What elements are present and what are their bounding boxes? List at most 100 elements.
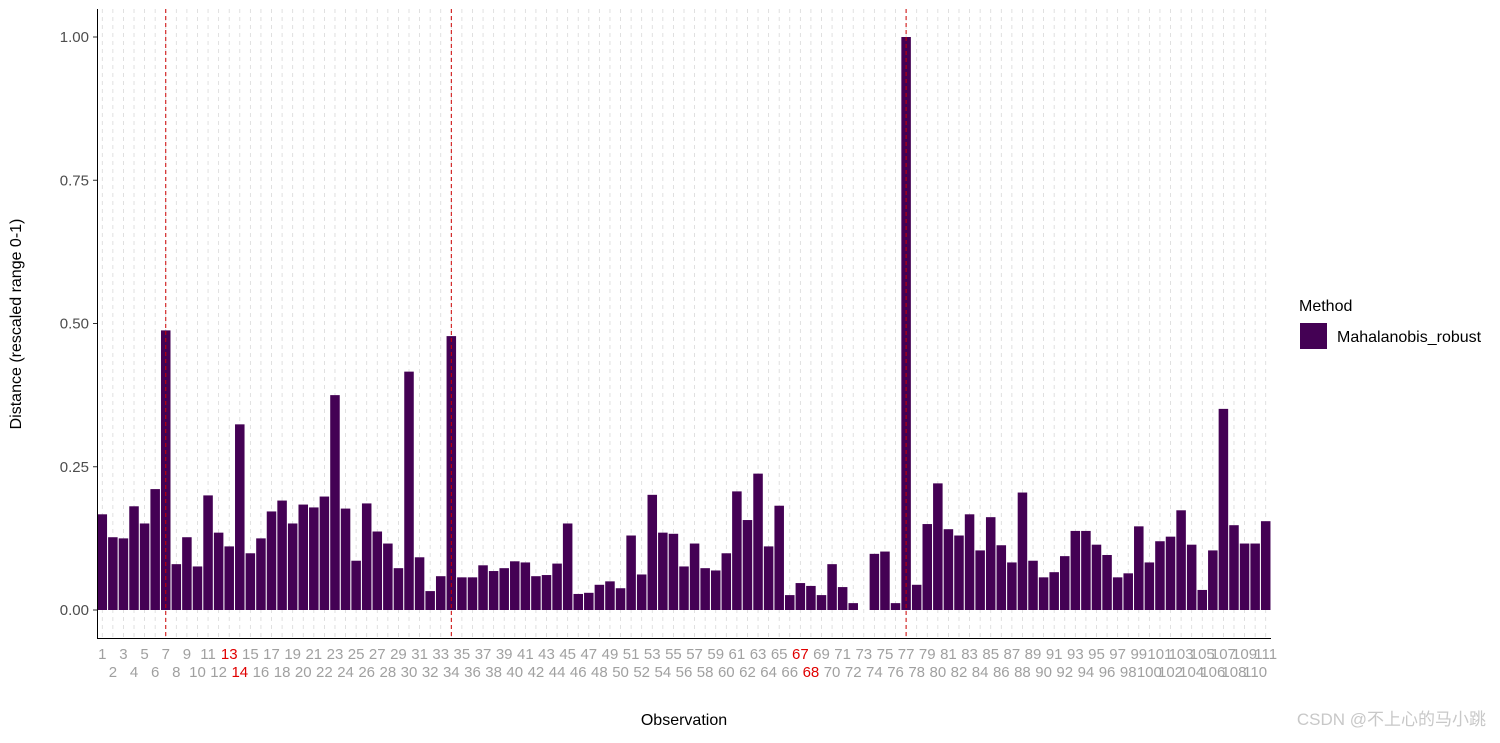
x-tick-label: 44 bbox=[549, 664, 566, 681]
bar-obs-99 bbox=[1134, 526, 1144, 610]
bar-obs-70 bbox=[827, 564, 837, 610]
bar-obs-68 bbox=[806, 585, 816, 610]
x-tick-label: 20 bbox=[295, 664, 312, 681]
x-tick-label: 68 bbox=[803, 664, 820, 681]
x-tick-label: 53 bbox=[644, 646, 661, 663]
x-tick-label: 24 bbox=[337, 664, 354, 681]
x-tick-label: 11 bbox=[200, 646, 216, 663]
bar-obs-28 bbox=[383, 543, 393, 610]
y-tick-label: 0.00 bbox=[60, 602, 89, 619]
x-tick-label: 111 bbox=[1254, 646, 1277, 663]
x-tick-label: 14 bbox=[231, 664, 248, 681]
x-tick-label: 108 bbox=[1221, 664, 1246, 681]
x-tick-label: 34 bbox=[443, 664, 460, 681]
x-tick-label: 105 bbox=[1190, 646, 1215, 663]
grid-layer bbox=[101, 9, 1267, 638]
bar-obs-33 bbox=[435, 576, 446, 610]
x-tick-label: 36 bbox=[464, 664, 481, 681]
y-tick-label: 0.50 bbox=[60, 316, 89, 333]
bar-obs-40 bbox=[510, 561, 520, 610]
x-tick-label: 28 bbox=[380, 664, 397, 681]
x-tick-label: 101 bbox=[1147, 646, 1172, 663]
bar-obs-104 bbox=[1186, 544, 1197, 610]
x-tick-label: 60 bbox=[718, 664, 735, 681]
bar-obs-41 bbox=[520, 562, 531, 610]
x-tick-label: 93 bbox=[1067, 646, 1084, 663]
x-tick-label: 42 bbox=[528, 664, 545, 681]
bar-obs-36 bbox=[467, 577, 478, 610]
bar-obs-29 bbox=[393, 568, 404, 610]
bar-obs-59 bbox=[710, 570, 721, 610]
y-tick-label: 0.25 bbox=[60, 459, 89, 476]
bar-obs-109 bbox=[1239, 543, 1250, 610]
bar-obs-72 bbox=[848, 603, 858, 610]
bar-obs-49 bbox=[605, 581, 615, 610]
bar-obs-66 bbox=[785, 595, 795, 610]
x-tick-label: 1 bbox=[98, 646, 106, 663]
x-tick-label: 19 bbox=[284, 646, 301, 663]
bar-obs-56 bbox=[679, 566, 689, 610]
x-tick-label: 97 bbox=[1109, 646, 1126, 663]
x-tick-label: 83 bbox=[961, 646, 978, 663]
x-tick-label: 40 bbox=[506, 664, 523, 681]
x-tick-label: 78 bbox=[908, 664, 925, 681]
x-tick-label: 39 bbox=[496, 646, 513, 663]
bar-obs-10 bbox=[192, 566, 203, 610]
bar-obs-105 bbox=[1197, 589, 1208, 610]
bar-obs-81 bbox=[943, 529, 954, 610]
x-tick-label: 99 bbox=[1130, 646, 1147, 663]
x-tick-label: 92 bbox=[1056, 664, 1073, 681]
bar-obs-94 bbox=[1081, 530, 1091, 610]
x-tick-label: 48 bbox=[591, 664, 608, 681]
x-tick-label: 6 bbox=[151, 664, 159, 681]
bar-obs-38 bbox=[488, 571, 499, 610]
x-tick-label: 103 bbox=[1169, 646, 1194, 663]
x-tick-label: 17 bbox=[263, 646, 280, 663]
x-tick-label: 26 bbox=[358, 664, 375, 681]
x-tick-label: 106 bbox=[1200, 664, 1225, 681]
x-tick-label: 79 bbox=[919, 646, 936, 663]
bar-obs-110 bbox=[1250, 543, 1260, 610]
bar-obs-88 bbox=[1017, 492, 1028, 610]
x-tick-label: 31 bbox=[411, 646, 428, 663]
bar-obs-11 bbox=[203, 495, 213, 610]
bar-obs-26 bbox=[361, 503, 372, 610]
bar-obs-8 bbox=[171, 564, 182, 610]
bar-obs-85 bbox=[985, 517, 996, 610]
bar-obs-14 bbox=[235, 424, 245, 610]
watermark: CSDN @不上心的马小跳 bbox=[1296, 710, 1486, 729]
x-tick-label: 15 bbox=[242, 646, 259, 663]
bar-obs-52 bbox=[636, 574, 647, 610]
bar-obs-60 bbox=[721, 553, 732, 610]
x-tick-label: 76 bbox=[887, 664, 904, 681]
bar-obs-95 bbox=[1091, 544, 1102, 610]
bar-obs-91 bbox=[1049, 572, 1059, 610]
bar-obs-15 bbox=[245, 553, 256, 610]
bar-obs-102 bbox=[1165, 536, 1176, 610]
x-tick-label: 84 bbox=[972, 664, 989, 681]
x-tick-label: 8 bbox=[172, 664, 180, 681]
x-tick-label: 77 bbox=[898, 646, 915, 663]
x-tick-label: 89 bbox=[1025, 646, 1042, 663]
bar-obs-20 bbox=[298, 504, 309, 610]
bar-obs-89 bbox=[1028, 560, 1038, 610]
x-tick-label: 82 bbox=[951, 664, 968, 681]
x-tick-label: 55 bbox=[665, 646, 682, 663]
x-tick-label: 10 bbox=[189, 664, 206, 681]
x-tick-label: 38 bbox=[485, 664, 502, 681]
bar-obs-61 bbox=[732, 491, 742, 610]
bar-obs-53 bbox=[647, 494, 658, 610]
bar-obs-106 bbox=[1208, 550, 1218, 610]
bar-obs-35 bbox=[457, 577, 467, 610]
x-tick-label: 33 bbox=[432, 646, 449, 663]
x-tick-label: 80 bbox=[929, 664, 946, 681]
legend: Method Mahalanobis_robust bbox=[1299, 298, 1482, 349]
x-tick-label: 71 bbox=[834, 646, 851, 663]
bar-obs-90 bbox=[1038, 577, 1049, 610]
bar-obs-71 bbox=[837, 587, 848, 610]
bar-obs-101 bbox=[1155, 541, 1165, 610]
x-tick-label: 98 bbox=[1120, 664, 1137, 681]
bar-obs-7 bbox=[160, 330, 171, 610]
bar-obs-58 bbox=[700, 568, 710, 610]
